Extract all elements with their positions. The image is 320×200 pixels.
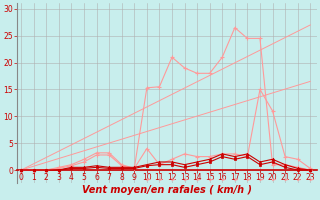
X-axis label: Vent moyen/en rafales ( km/h ): Vent moyen/en rafales ( km/h ) <box>82 185 252 195</box>
